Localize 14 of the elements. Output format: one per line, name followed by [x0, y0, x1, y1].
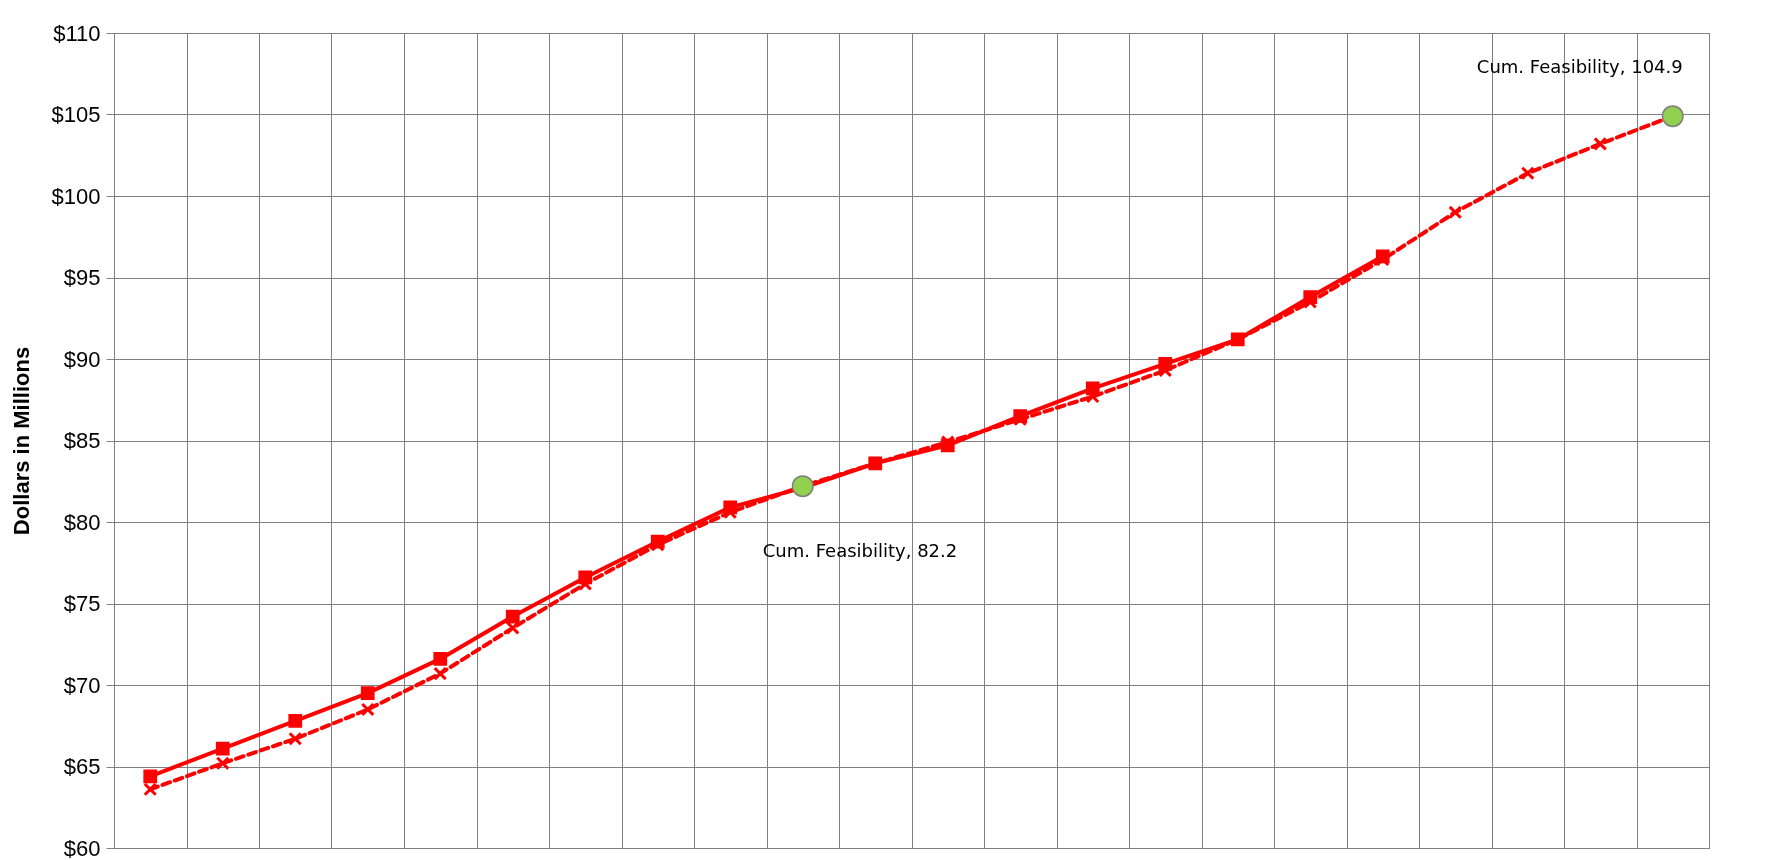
data-label: Cum. Feasibility, 82.2: [762, 540, 958, 562]
data-label: Cum. Feasibility, 104.9: [1476, 56, 1683, 78]
y-tick-label: $70: [63, 672, 101, 698]
y-tick-label: $105: [51, 102, 101, 127]
y-tick-label: $110: [53, 20, 101, 46]
y-tick-label: $90: [63, 346, 101, 372]
y-tick-label: $85: [63, 428, 101, 453]
y-tick-label: $60: [63, 835, 101, 860]
y-tick-label: $100: [51, 183, 101, 209]
y-axis-title: Dollars in Millions: [8, 346, 34, 536]
y-tick-label: $75: [63, 591, 101, 616]
y-tick-label: $65: [63, 754, 101, 779]
y-tick-label: $95: [63, 265, 101, 290]
y-tick-label: $80: [63, 509, 101, 535]
